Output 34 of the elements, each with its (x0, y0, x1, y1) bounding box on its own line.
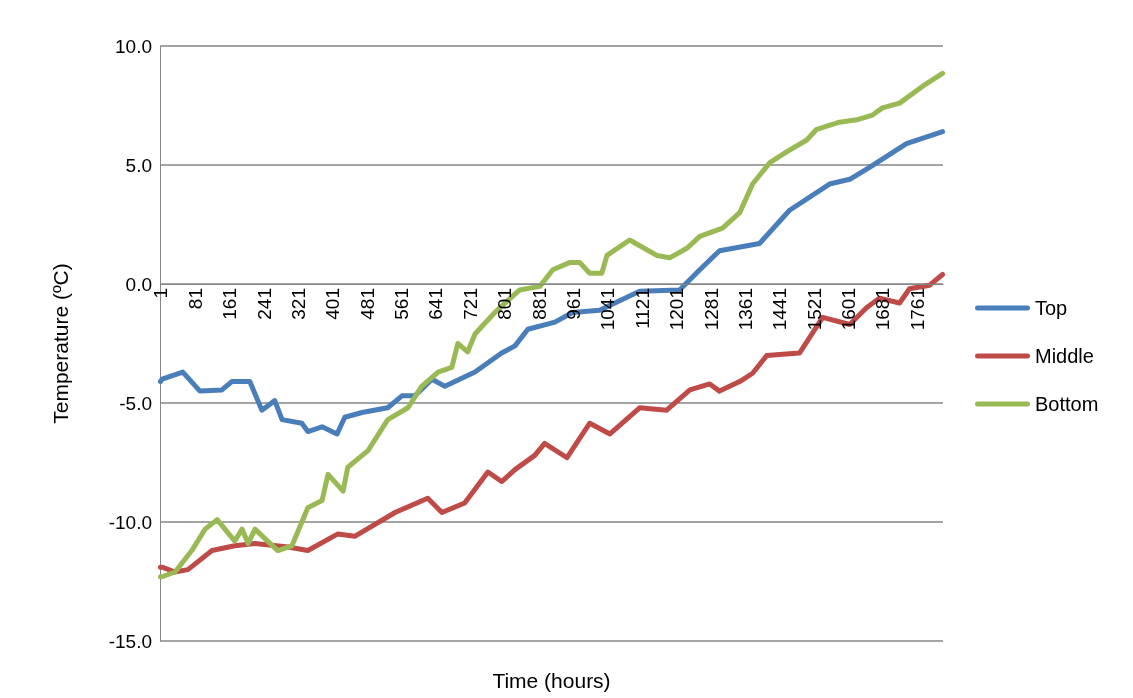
x-tick-label: 801 (494, 288, 516, 320)
x-tick-label: 1681 (872, 288, 894, 331)
x-tick-label: 1521 (803, 288, 825, 331)
x-tick-label: 1041 (597, 288, 619, 331)
y-tick-label: 10.0 (115, 35, 152, 57)
x-tick-label: 1761 (906, 288, 928, 331)
x-tick-label: 161 (219, 288, 241, 320)
x-tick-label: 81 (184, 288, 206, 310)
y-tick-label: -5.0 (119, 392, 152, 414)
x-tick-label: 641 (425, 288, 447, 320)
x-tick-label: 961 (562, 288, 584, 320)
x-tick-label: 721 (459, 288, 481, 320)
legend-label: Top (1035, 297, 1068, 319)
x-tick-label: 1361 (734, 288, 756, 331)
y-tick-label: -10.0 (108, 511, 152, 533)
legend-label: Middle (1035, 345, 1094, 367)
y-tick-label: 5.0 (125, 154, 152, 176)
x-tick-label: 1 (150, 288, 172, 299)
x-axis-title: Time (hours) (492, 669, 611, 692)
x-tick-label: 1121 (631, 288, 653, 329)
x-tick-label: 881 (528, 288, 550, 320)
x-tick-label: 1201 (666, 288, 688, 331)
x-tick-label: 1601 (838, 288, 860, 331)
legend-label: Bottom (1035, 393, 1099, 415)
x-tick-label: 561 (391, 288, 413, 320)
x-tick-label: 1281 (700, 288, 722, 331)
x-tick-label: 1441 (769, 288, 791, 331)
x-tick-label: 321 (287, 288, 309, 320)
x-tick-label: 481 (356, 288, 378, 320)
y-tick-label: 0.0 (125, 273, 152, 295)
y-axis-title: Temperature (ºC) (49, 263, 72, 424)
x-tick-label: 401 (322, 288, 344, 320)
y-tick-label: -15.0 (108, 630, 152, 652)
x-tick-label: 241 (253, 288, 275, 320)
